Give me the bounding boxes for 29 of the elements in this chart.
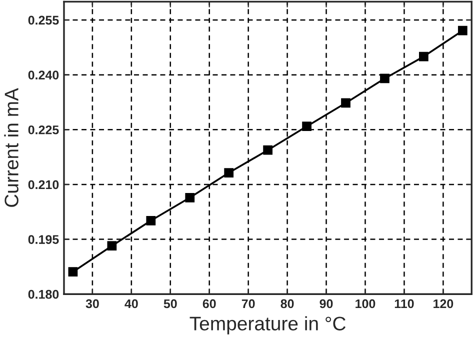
x-tick-label: 120 <box>434 299 454 308</box>
point <box>380 74 390 84</box>
x-tick-label: 100 <box>356 299 376 308</box>
point <box>263 145 272 155</box>
point <box>302 122 312 132</box>
y-axis-title: Current in mA <box>4 88 18 207</box>
y-tick-label: 0.195 <box>28 235 59 244</box>
point <box>458 26 468 36</box>
point <box>68 267 78 277</box>
x-axis-title: Temperature in °C <box>190 316 346 334</box>
y-tick-label: 0.225 <box>28 125 59 134</box>
y-tick-label: 0.240 <box>28 70 59 80</box>
x-tick-label: 90 <box>320 299 333 308</box>
point <box>146 216 156 226</box>
point <box>419 52 428 62</box>
x-tick-label: 110 <box>394 299 414 308</box>
x-tick-label: 60 <box>202 299 216 308</box>
point <box>107 241 117 251</box>
y-tick-label: 0.180 <box>28 290 59 299</box>
x-tick-label: 50 <box>164 299 177 308</box>
x-tick-label: 30 <box>86 299 99 308</box>
point <box>341 98 350 108</box>
x-tick-label: 40 <box>124 299 138 308</box>
x-tick-label: 80 <box>280 299 294 308</box>
point <box>224 168 234 178</box>
y-tick-label: 0.210 <box>28 180 59 190</box>
point <box>185 192 195 202</box>
y-tick-label: 0.255 <box>28 16 59 25</box>
x-tick-label: 70 <box>242 299 255 308</box>
